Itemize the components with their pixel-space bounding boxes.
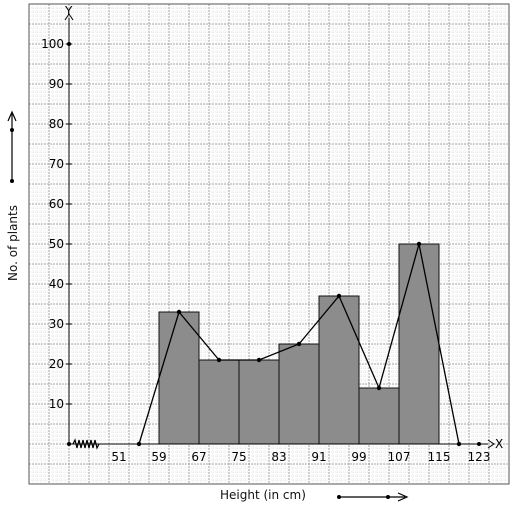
frequency-polygon	[136, 241, 481, 447]
x-tick-59: 59	[151, 450, 166, 464]
y-tick-40: 40	[49, 277, 64, 291]
y-axis-label: No. of plants	[6, 205, 20, 281]
bar-83-91	[278, 343, 320, 445]
y-tick-10: 10	[49, 397, 64, 411]
x-tick-51: 51	[111, 450, 126, 464]
x-tick-123: 123	[468, 450, 491, 464]
polygon-point-95	[336, 293, 342, 299]
axis-break-icon	[72, 438, 100, 450]
y-axis-letter: Y	[64, 4, 73, 18]
y-tick-50: 50	[49, 237, 64, 251]
bar-59-67	[158, 311, 200, 445]
x-tick-115: 115	[428, 450, 451, 464]
y-tick-20: 20	[49, 357, 64, 371]
polygon-point-111	[416, 241, 422, 247]
x-tick-91: 91	[311, 450, 326, 464]
x-axis-label: Height (in cm)	[220, 488, 306, 502]
x-axis-arrow-icon	[487, 439, 495, 449]
x-tick-107: 107	[388, 450, 411, 464]
y-direction-arrow-icon	[7, 110, 17, 122]
axes: XY	[64, 4, 503, 451]
polygon-point-55	[136, 441, 142, 447]
polygon-point-103	[376, 385, 382, 391]
polygon-point-63	[176, 309, 182, 315]
x-direction-dot-2	[386, 495, 390, 499]
bar-91-99	[318, 295, 360, 445]
y-tick-30: 30	[49, 317, 64, 331]
polygon-point-71	[216, 357, 222, 363]
x-axis-letter: X	[495, 437, 503, 451]
bar-99-107	[358, 387, 400, 445]
x-direction-dot-1	[337, 495, 341, 499]
origin-dot	[67, 442, 71, 446]
bar-75-83	[238, 359, 280, 445]
axis-direction-arrows	[7, 110, 409, 502]
x-123-dot	[477, 442, 481, 446]
y-tick-100: 100	[41, 37, 64, 51]
y-direction-dot-1	[10, 128, 14, 132]
y-tick-90: 90	[49, 77, 64, 91]
x-direction-arrow-icon	[397, 492, 409, 502]
x-tick-83: 83	[271, 450, 286, 464]
grid-border	[28, 3, 510, 485]
bar-107-115	[398, 243, 440, 445]
y-tick-60: 60	[49, 197, 64, 211]
x-tick-67: 67	[191, 450, 206, 464]
polygon-point-87	[296, 341, 302, 347]
y-axis-label-wrap: No. of plants	[0, 200, 24, 290]
y-axis-arrow-icon	[64, 13, 74, 21]
y-tick-70: 70	[49, 157, 64, 171]
y-direction-dot-2	[10, 179, 14, 183]
tick-labels: 51 59 67 75 83 91 99 107 115 123 10 20 30 40 50 60 70 80 9…	[41, 37, 490, 464]
y-tick-80: 80	[49, 117, 64, 131]
bar-67-75	[198, 359, 240, 445]
x-tick-99: 99	[351, 450, 366, 464]
polygon-point-79	[256, 357, 262, 363]
x-tick-75: 75	[231, 450, 246, 464]
